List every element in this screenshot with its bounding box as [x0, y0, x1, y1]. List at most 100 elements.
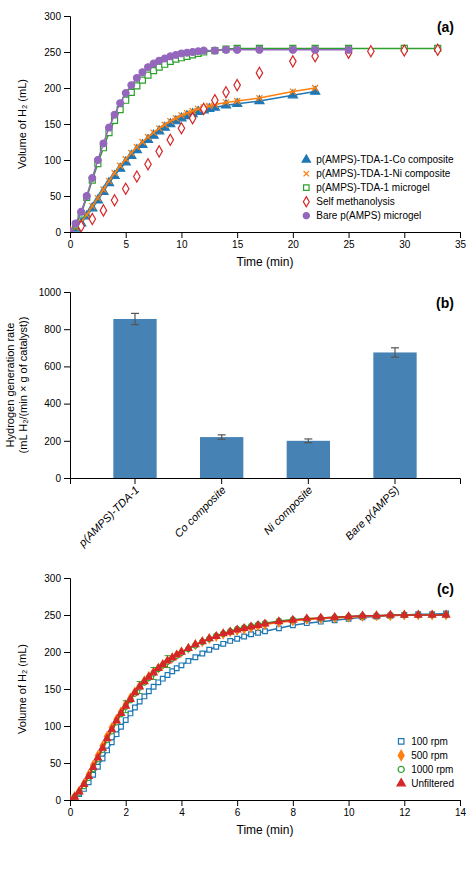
- tick-mark: [237, 232, 238, 238]
- tick-label: Bare p(AMPS): [343, 483, 402, 542]
- marker: [275, 618, 282, 624]
- marker: [117, 163, 123, 169]
- x-axis: 02468101214: [68, 800, 467, 818]
- tick-label: 35: [455, 239, 467, 250]
- marker: [103, 734, 110, 740]
- tick: 150: [44, 119, 70, 130]
- marker: [134, 144, 140, 150]
- marker: [186, 659, 191, 664]
- tick-mark: [64, 88, 70, 89]
- marker: [262, 620, 267, 625]
- error-bar-line: [218, 439, 226, 440]
- error-bar-line: [218, 434, 226, 435]
- marker: [223, 46, 230, 53]
- marker: [128, 82, 135, 89]
- marker: [117, 100, 124, 107]
- tick-mark: [64, 478, 70, 479]
- tick: 200: [44, 83, 70, 94]
- marker: [189, 113, 195, 124]
- tick: 600: [44, 361, 70, 372]
- tick-mark: [181, 232, 182, 238]
- marker: [106, 124, 113, 131]
- tick: 0: [68, 232, 74, 250]
- tick-mark: [64, 124, 70, 125]
- tick-mark: [349, 800, 350, 806]
- marker: [127, 695, 134, 701]
- marker: [206, 103, 212, 109]
- marker: [151, 130, 157, 136]
- legend-label: 100 rpm: [411, 736, 448, 747]
- marker: [199, 638, 206, 644]
- tick-mark: [126, 232, 127, 238]
- marker: [111, 195, 117, 206]
- tick-label: 6: [235, 807, 241, 818]
- tick-label: 8: [291, 807, 297, 818]
- marker: [78, 208, 85, 215]
- marker: [145, 159, 151, 170]
- marker: [228, 639, 233, 644]
- marker: [242, 634, 247, 639]
- tick: 35: [455, 232, 467, 250]
- error-bar-line: [391, 347, 399, 348]
- marker: [211, 47, 218, 54]
- marker: [89, 203, 95, 209]
- error-bar: [131, 313, 139, 324]
- tick: 15: [232, 232, 244, 250]
- marker: [214, 633, 219, 638]
- marker: [94, 754, 101, 760]
- tick-mark: [64, 52, 70, 53]
- marker: [90, 763, 97, 769]
- marker: [227, 628, 234, 634]
- series: [70, 611, 450, 800]
- tick-label: 0: [55, 795, 61, 806]
- marker: [139, 69, 146, 76]
- tick: 4: [179, 800, 185, 818]
- tick: 250: [44, 47, 70, 58]
- bar: [373, 352, 416, 478]
- tick-label: 0: [55, 473, 61, 484]
- marker: [122, 702, 129, 708]
- marker: [85, 772, 92, 778]
- error-bar-line: [391, 357, 399, 358]
- tick-label: 100: [44, 721, 61, 732]
- axis-line: [64, 293, 71, 479]
- marker: [289, 46, 296, 53]
- marker: [401, 45, 407, 56]
- series-line: [70, 88, 315, 232]
- tick-label: 20: [288, 239, 300, 250]
- tick-mark: [64, 726, 70, 727]
- tick: 200: [44, 436, 70, 447]
- marker: [94, 157, 101, 164]
- marker: [72, 220, 79, 227]
- marker: [123, 718, 128, 723]
- marker: [317, 614, 324, 620]
- marker: [290, 617, 295, 622]
- tick-mark: [181, 800, 182, 806]
- y-axis-title: Hydrogen generation rate(mL H₂/(min × g …: [4, 317, 29, 454]
- marker: [137, 699, 142, 704]
- tick: 20: [288, 232, 300, 250]
- tick: 0: [55, 227, 70, 238]
- tick-label: 200: [44, 647, 61, 658]
- tick-label: 300: [44, 573, 61, 584]
- tick: 50: [50, 191, 70, 202]
- marker: [312, 46, 319, 53]
- tick: 1000: [39, 287, 70, 298]
- tick-label: 150: [44, 119, 61, 130]
- x-axis: 05101520253035: [68, 232, 467, 250]
- marker: [359, 612, 366, 618]
- marker: [221, 642, 226, 647]
- tick-mark: [308, 478, 309, 484]
- marker: [368, 46, 374, 57]
- tick-label: 4: [179, 807, 185, 818]
- marker: [128, 150, 134, 156]
- error-bar: [304, 439, 312, 443]
- legend-marker: [397, 779, 405, 786]
- tick: 150: [44, 684, 70, 695]
- y-axis-title-line: Hydrogen generation rate: [4, 323, 16, 448]
- tick-mark: [64, 232, 70, 233]
- marker: [256, 67, 262, 78]
- marker: [131, 689, 138, 695]
- legend-label: p(AMPS)-TDA-1-Ni composite: [316, 168, 450, 179]
- marker: [70, 229, 73, 232]
